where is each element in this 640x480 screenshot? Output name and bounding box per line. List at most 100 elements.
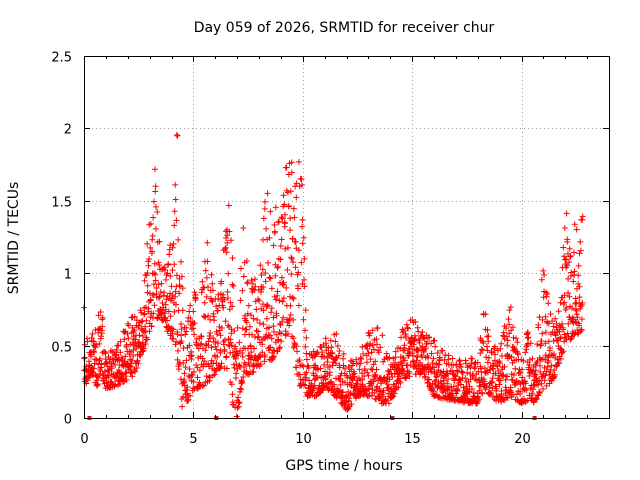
- data-point: [524, 335, 531, 342]
- data-point: [287, 188, 294, 195]
- data-point: [507, 304, 514, 311]
- data-point: [151, 260, 158, 267]
- data-point: [93, 356, 100, 363]
- data-point: [547, 310, 554, 317]
- data-point: [144, 336, 151, 343]
- data-point: [224, 232, 231, 239]
- data-point: [484, 347, 491, 354]
- data-point: [576, 283, 583, 290]
- data-point: [400, 327, 407, 334]
- data-point: [502, 384, 509, 391]
- x-tick-label: 10: [295, 432, 312, 447]
- data-point: [345, 398, 352, 405]
- data-point: [199, 278, 206, 285]
- data-point: [502, 376, 509, 383]
- y-tick-label: 0: [64, 413, 72, 428]
- data-point: [541, 271, 548, 278]
- data-point: [489, 385, 496, 392]
- data-point: [274, 348, 281, 355]
- data-point: [261, 358, 268, 365]
- data-point: [468, 385, 475, 392]
- data-point: [239, 287, 246, 294]
- data-point: [197, 341, 204, 348]
- data-point: [483, 354, 490, 361]
- data-point: [541, 377, 548, 384]
- data-point: [248, 285, 255, 292]
- data-point: [164, 270, 171, 277]
- data-point: [268, 305, 275, 312]
- data-point: [243, 326, 250, 333]
- data-point: [239, 325, 246, 332]
- data-point: [191, 289, 198, 296]
- data-point: [188, 348, 195, 355]
- data-point: [115, 342, 122, 349]
- data-point: [142, 341, 149, 348]
- data-point: [505, 316, 512, 323]
- data-point: [152, 225, 159, 232]
- data-point: [567, 336, 574, 343]
- x-axis-title: GPS time / hours: [285, 458, 402, 474]
- data-point: [579, 213, 586, 220]
- data-point: [285, 203, 292, 210]
- data-point: [356, 366, 363, 373]
- data-point: [272, 272, 279, 279]
- data-point: [319, 349, 326, 356]
- data-point: [165, 261, 172, 268]
- data-point: [150, 214, 157, 221]
- data-point: [403, 321, 410, 328]
- data-point: [244, 310, 251, 317]
- data-point: [559, 349, 566, 356]
- data-point: [171, 208, 178, 215]
- data-point: [550, 323, 557, 330]
- data-point: [183, 357, 190, 364]
- data-point: [175, 366, 182, 373]
- data-point: [202, 267, 209, 274]
- data-point: [150, 310, 157, 317]
- data-point: [140, 345, 147, 352]
- data-point: [181, 376, 188, 383]
- data-point: [328, 344, 335, 351]
- data-point: [250, 315, 257, 322]
- data-point: [280, 314, 287, 321]
- data-point: [232, 343, 239, 350]
- data-point: [337, 381, 344, 388]
- data-point: [121, 336, 128, 343]
- data-point: [321, 353, 328, 360]
- data-point: [248, 349, 255, 356]
- data-point: [563, 256, 570, 263]
- data-point: [172, 288, 179, 295]
- data-point: [152, 188, 159, 195]
- data-point: [482, 311, 489, 318]
- data-point: [103, 360, 110, 367]
- data-point: [246, 323, 253, 330]
- data-point: [172, 341, 179, 348]
- data-point: [506, 307, 513, 314]
- data-point: [336, 364, 343, 371]
- data-point: [410, 359, 417, 366]
- data-point: [277, 243, 284, 250]
- data-point: [271, 228, 278, 235]
- x-tick-label: 0: [80, 432, 88, 447]
- data-point: [470, 389, 477, 396]
- data-point: [526, 356, 533, 363]
- data-point: [564, 238, 571, 245]
- data-point: [571, 268, 578, 275]
- data-point: [233, 361, 240, 368]
- data-point: [231, 364, 238, 371]
- data-point: [156, 293, 163, 300]
- data-point: [239, 350, 246, 357]
- data-point: [491, 343, 498, 350]
- data-point: [425, 369, 432, 376]
- data-point: [243, 258, 250, 265]
- data-point: [344, 406, 351, 413]
- data-point: [349, 376, 356, 383]
- data-point: [510, 344, 517, 351]
- data-point: [401, 357, 408, 364]
- data-point: [130, 346, 137, 353]
- data-point: [258, 271, 265, 278]
- data-point: [256, 297, 263, 304]
- data-point: [499, 395, 506, 402]
- data-point: [95, 312, 102, 319]
- data-point: [292, 264, 299, 271]
- data-point: [288, 271, 295, 278]
